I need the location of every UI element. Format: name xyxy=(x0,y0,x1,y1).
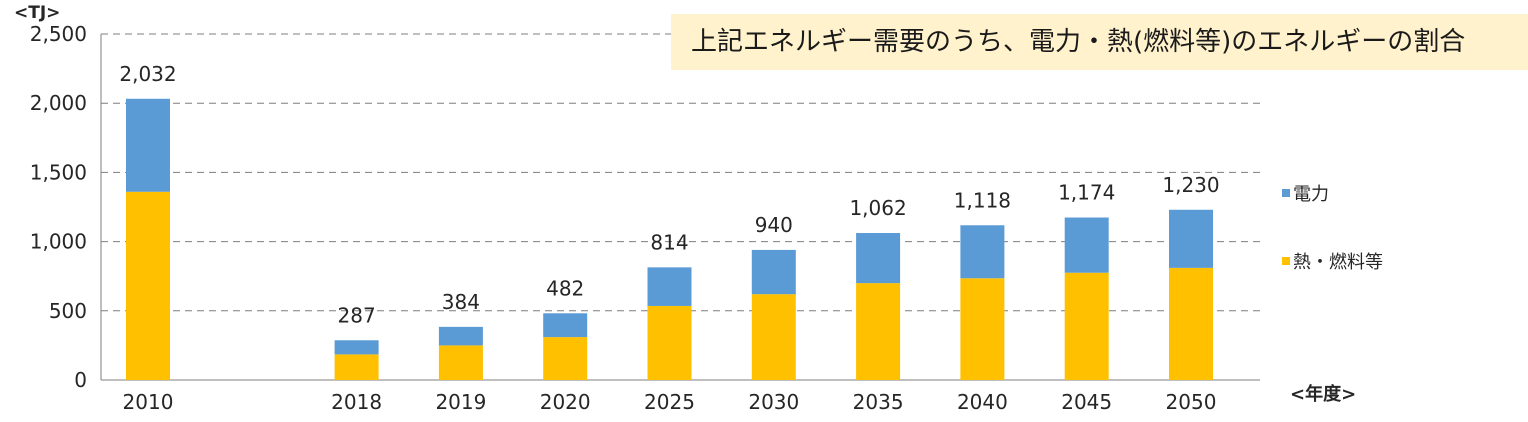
x-tick-label: 2045 xyxy=(1061,390,1112,414)
bar-segment xyxy=(960,225,1005,279)
bar-segment xyxy=(1169,209,1213,268)
total-label: 384 xyxy=(442,290,480,314)
total-label: 287 xyxy=(338,303,376,327)
x-tick-label: 2035 xyxy=(853,390,904,414)
legend-label: 電力 xyxy=(1293,184,1329,205)
x-tick-label: 2020 xyxy=(540,390,591,414)
y-tick-label: 0 xyxy=(74,368,87,392)
total-label: 1,174 xyxy=(1058,181,1115,205)
bar-segment xyxy=(334,354,379,380)
legend-swatch xyxy=(1282,257,1290,265)
bar-segment xyxy=(1169,267,1213,380)
total-label: 1,230 xyxy=(1162,173,1219,197)
x-tick-label: 2025 xyxy=(644,390,695,414)
x-tick-label: 2030 xyxy=(748,390,799,414)
bar-segment xyxy=(1064,272,1109,380)
x-tick-label: 2040 xyxy=(957,390,1008,414)
bar-segment xyxy=(1064,217,1109,273)
bar-segment xyxy=(126,191,170,380)
bar-segment xyxy=(856,283,901,380)
x-tick-label: 2010 xyxy=(123,390,174,414)
x-tick-label: 2019 xyxy=(435,390,486,414)
bar-segment xyxy=(438,345,483,380)
y-unit-label: <TJ> xyxy=(14,3,60,23)
legend: 電力熱・燃料等 xyxy=(1282,184,1383,273)
x-tick-label: 2018 xyxy=(331,390,382,414)
y-tick-label: 500 xyxy=(49,299,87,323)
y-tick-labels: 0 500 1,000 1,500 2,000 2,500 xyxy=(30,22,87,392)
bar-segment xyxy=(647,267,692,306)
callout-text: 上記エネルギー需要のうち、電力・熱(燃料等)のエネルギーの割合 xyxy=(671,14,1528,70)
bar-segment xyxy=(438,326,483,346)
total-label: 482 xyxy=(546,276,584,300)
bars xyxy=(126,98,1213,380)
y-tick-label: 1,500 xyxy=(30,160,87,184)
legend-swatch xyxy=(1282,189,1290,197)
y-tick-label: 1,000 xyxy=(30,230,87,254)
x-tick-labels: 2010 2018 2019 2020 2025 2030 2035 2040 2045 2050 xyxy=(123,390,1217,414)
bar-segment xyxy=(751,249,796,295)
bar-segment xyxy=(960,278,1005,380)
bar-segment xyxy=(126,98,170,192)
total-label: 1,118 xyxy=(954,188,1011,212)
y-tick-label: 2,000 xyxy=(30,91,87,115)
y-tick-label: 2,500 xyxy=(30,22,87,46)
total-label: 1,062 xyxy=(849,196,906,220)
bar-segment xyxy=(334,340,379,355)
total-label: 2,032 xyxy=(119,62,176,86)
total-label: 940 xyxy=(755,213,793,237)
bar-segment xyxy=(647,305,692,380)
bar-segment xyxy=(751,294,796,380)
bar-segment xyxy=(543,337,588,380)
bar-segment xyxy=(543,313,588,338)
x-unit-label: <年度> xyxy=(1290,383,1356,405)
total-label: 814 xyxy=(650,230,688,254)
total-labels: 2,032 287 384 482 814 940 1,062 1,118 1,174 1,230 xyxy=(119,62,1219,328)
legend-label: 熱・燃料等 xyxy=(1293,252,1383,273)
bar-segment xyxy=(856,233,901,284)
x-tick-label: 2050 xyxy=(1166,390,1217,414)
